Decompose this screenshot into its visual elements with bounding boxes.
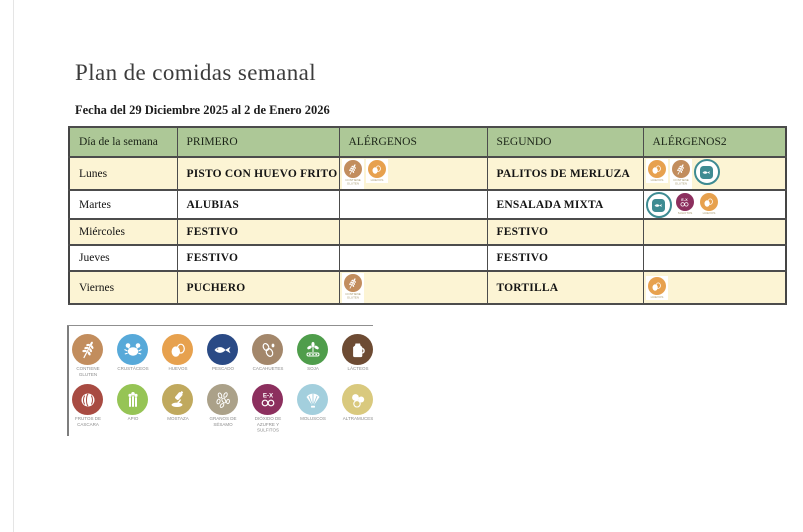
day-label: Viernes (68, 270, 178, 306)
alergenos-cell (338, 189, 488, 221)
soy-icon (297, 334, 328, 365)
segundo-dish: TORTILLA (486, 270, 644, 306)
legend-item-soja: SOJA (290, 334, 335, 384)
day-label: Lunes (68, 155, 178, 192)
pescado-icon (645, 192, 672, 219)
table-row-lunes: Lunes PISTO CON HUEVO FRITO CONTIENE GLU… (68, 155, 787, 192)
primero-dish: FESTIVO (176, 218, 340, 247)
segundo-dish: FESTIVO (486, 244, 644, 273)
table-row-miercoles: Miércoles FESTIVO FESTIVO (68, 218, 787, 247)
huevos-icon: HUEVOS (645, 159, 668, 183)
col-header-segundo: SEGUNDO (486, 126, 644, 158)
date-range: Fecha del 29 Diciembre 2025 al 2 de Ener… (75, 103, 330, 117)
pescado-icon (693, 159, 720, 185)
primero-dish: PISTO CON HUEVO FRITO (176, 155, 340, 192)
lupin-icon (342, 384, 373, 415)
meal-plan-table: Día de la semana PRIMERO ALÉRGENOS SEGUN… (68, 126, 787, 306)
gluten-icon (72, 334, 103, 365)
alergenos-cell (338, 244, 488, 273)
eggs-icon (162, 334, 193, 365)
day-label: Jueves (68, 244, 178, 273)
segundo-dish: ENSALADA MIXTA (486, 189, 644, 221)
crab-icon (117, 334, 148, 365)
legend-item-gluten: CONTIENE GLUTEN (65, 334, 110, 384)
legend-item-crustaceos: CRUSTÁCEOS (110, 334, 155, 384)
page-edge-line (13, 0, 14, 532)
legend-item-moluscos: MOLUSCOS (290, 384, 335, 434)
legend-item-frutos-cascara: FRUTOS DE CASCARA (65, 384, 110, 434)
allergen-legend: CONTIENE GLUTEN CRUSTÁCEOS HUEVOS PESCAD… (65, 334, 380, 434)
table-row-viernes: Viernes PUCHERO CONTIENE GLUTEN TORTILLA… (68, 270, 787, 306)
alergenos2-cell (642, 218, 787, 247)
header-row: Día de la semana PRIMERO ALÉRGENOS SEGUN… (68, 126, 787, 158)
legend-item-cacahuetes: CACAHUETES (245, 334, 290, 384)
segundo-dish: FESTIVO (486, 218, 644, 247)
table-row-jueves: Jueves FESTIVO FESTIVO (68, 244, 787, 273)
alergenos-cell: CONTIENE GLUTEN HUEVOS (338, 155, 488, 192)
alergenos-cell: CONTIENE GLUTEN (338, 270, 488, 306)
gluten-icon: CONTIENE GLUTEN (341, 273, 364, 304)
legend-divider-line (67, 325, 373, 326)
huevos-icon: HUEVOS (645, 276, 668, 301)
mustard-icon (162, 384, 193, 415)
alergenos2-cell: HUEVOS (642, 270, 787, 306)
milk-jug-icon (342, 334, 373, 365)
col-header-alergenos: ALÉRGENOS (338, 126, 488, 158)
shell-icon (297, 384, 328, 415)
primero-dish: FESTIVO (176, 244, 340, 273)
celery-icon (117, 384, 148, 415)
huevos-icon: HUEVOS (697, 192, 720, 216)
alergenos2-cell (642, 244, 787, 273)
gluten-icon: CONTIENE GLUTEN (341, 159, 364, 190)
day-label: Miércoles (68, 218, 178, 247)
legend-item-lacteos: LÁCTEOS (335, 334, 380, 384)
legend-item-pescado: PESCADO (200, 334, 245, 384)
legend-left-line (67, 326, 69, 436)
legend-item-mostaza: MOSTAZA (155, 384, 200, 434)
gluten-icon: CONTIENE GLUTEN (669, 159, 692, 190)
legend-item-apio: APIO (110, 384, 155, 434)
fish-icon (207, 334, 238, 365)
legend-item-sesamo: GRANOS DE SÉSAMO (200, 384, 245, 434)
segundo-dish: PALITOS DE MERLUZA (486, 155, 644, 192)
walnut-icon (72, 384, 103, 415)
alergenos-cell (338, 218, 488, 247)
legend-item-huevos: HUEVOS (155, 334, 200, 384)
col-header-alergenos2: ALÉRGENOS2 (642, 126, 787, 158)
huevos-icon: HUEVOS (365, 159, 388, 183)
col-header-primero: PRIMERO (176, 126, 340, 158)
col-header-dia: Día de la semana (68, 126, 178, 158)
table-row-martes: Martes ALUBIAS ENSALADA MIXTA SULFITOS H… (68, 189, 787, 221)
sesame-icon (207, 384, 238, 415)
sulfitos-icon: SULFITOS (673, 192, 696, 216)
primero-dish: ALUBIAS (176, 189, 340, 221)
alergenos2-cell: SULFITOS HUEVOS (642, 189, 787, 221)
day-label: Martes (68, 189, 178, 221)
alergenos2-cell: HUEVOS CONTIENE GLUTEN (642, 155, 787, 192)
page-title: Plan de comidas semanal (75, 60, 317, 85)
legend-item-altramuces: ALTRAMUCES (335, 384, 380, 434)
legend-item-sulfitos: DIÓXIDO DE AZUFRE Y SULFITOS (245, 384, 290, 434)
peanut-icon (252, 334, 283, 365)
sulfite-icon (252, 384, 283, 415)
primero-dish: PUCHERO (176, 270, 340, 306)
